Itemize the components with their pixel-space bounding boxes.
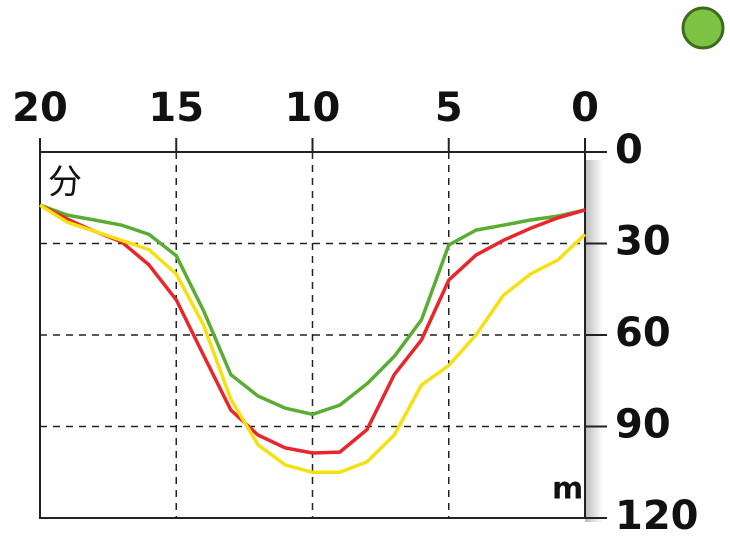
x-tick-label: 5 <box>435 85 463 131</box>
y-tick-label: 90 <box>615 402 671 448</box>
data-line <box>39 203 587 475</box>
data-line <box>39 203 586 455</box>
x-tick-label: 20 <box>12 85 68 131</box>
y-tick-label: 60 <box>615 310 671 356</box>
y-axis-label: 分 <box>48 163 82 203</box>
x-tick-label: 15 <box>148 85 204 131</box>
data-line <box>39 203 586 417</box>
plot-frame <box>39 151 586 519</box>
y-tick-label: 30 <box>615 219 671 265</box>
x-axis-label: m <box>552 472 583 507</box>
y-tick-label: 120 <box>615 493 699 539</box>
y-tick-label: 0 <box>615 127 643 173</box>
x-tick-label: 0 <box>571 85 599 131</box>
x-tick-label: 10 <box>285 85 341 131</box>
shadow <box>585 160 603 522</box>
status-indicator <box>681 6 725 50</box>
